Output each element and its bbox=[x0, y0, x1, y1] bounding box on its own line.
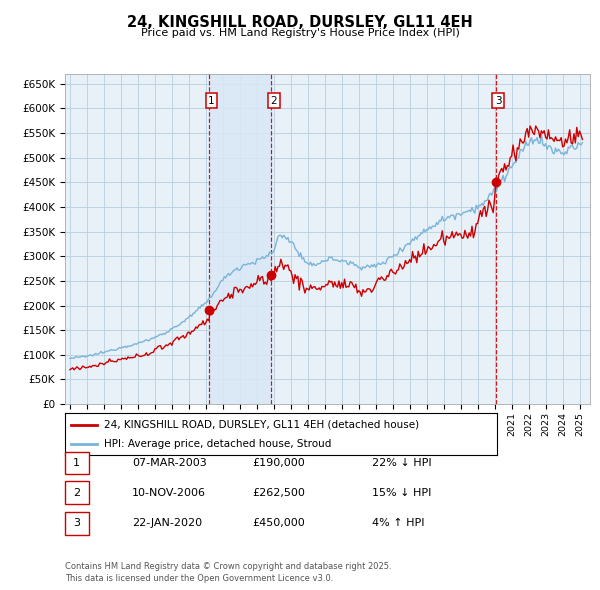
Text: 22-JAN-2020: 22-JAN-2020 bbox=[132, 519, 202, 528]
Text: 24, KINGSHILL ROAD, DURSLEY, GL11 4EH (detached house): 24, KINGSHILL ROAD, DURSLEY, GL11 4EH (d… bbox=[104, 420, 419, 430]
Text: 07-MAR-2003: 07-MAR-2003 bbox=[132, 458, 207, 468]
Text: £262,500: £262,500 bbox=[252, 488, 305, 497]
Text: 3: 3 bbox=[495, 96, 502, 106]
Text: £450,000: £450,000 bbox=[252, 519, 305, 528]
Text: £190,000: £190,000 bbox=[252, 458, 305, 468]
Text: 3: 3 bbox=[73, 519, 80, 528]
Text: 2: 2 bbox=[271, 96, 277, 106]
Text: 10-NOV-2006: 10-NOV-2006 bbox=[132, 488, 206, 497]
Text: 1: 1 bbox=[73, 458, 80, 468]
Bar bbox=[209, 74, 271, 404]
Text: 22% ↓ HPI: 22% ↓ HPI bbox=[372, 458, 431, 468]
Text: 2: 2 bbox=[73, 488, 80, 497]
Text: 4% ↑ HPI: 4% ↑ HPI bbox=[372, 519, 425, 528]
Text: 24, KINGSHILL ROAD, DURSLEY, GL11 4EH: 24, KINGSHILL ROAD, DURSLEY, GL11 4EH bbox=[127, 15, 473, 30]
Text: HPI: Average price, detached house, Stroud: HPI: Average price, detached house, Stro… bbox=[104, 438, 331, 448]
Text: 1: 1 bbox=[208, 96, 215, 106]
Text: Contains HM Land Registry data © Crown copyright and database right 2025.
This d: Contains HM Land Registry data © Crown c… bbox=[65, 562, 391, 583]
Text: 15% ↓ HPI: 15% ↓ HPI bbox=[372, 488, 431, 497]
Text: Price paid vs. HM Land Registry's House Price Index (HPI): Price paid vs. HM Land Registry's House … bbox=[140, 28, 460, 38]
